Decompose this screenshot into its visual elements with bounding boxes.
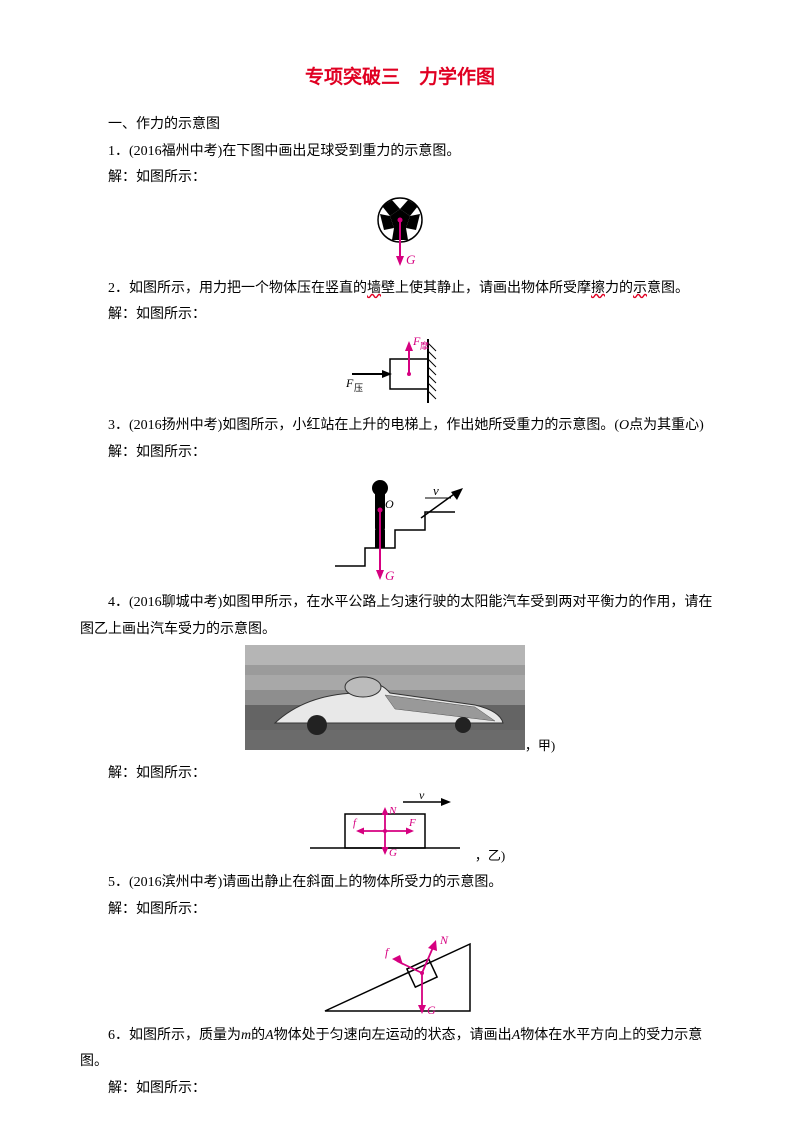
q2-text: 2．如图所示，用力把一个物体压在竖直的墙壁上使其静止，请画出物体所受摩擦力的示意… — [80, 276, 720, 303]
q4-caption-2: ，乙) — [475, 844, 505, 869]
q3-answer: 解：如图所示： — [80, 440, 720, 467]
q4-diagram: v N G f F ，乙) — [80, 790, 720, 869]
q3-text: 3．(2016扬州中考)如图所示，小红站在上升的电梯上，作出她所受重力的示意图。… — [80, 413, 720, 440]
svg-text:N: N — [388, 805, 397, 817]
q2-diagram: F 摩 F 压 — [80, 331, 720, 411]
q4-answer: 解：如图所示： — [80, 761, 720, 788]
q4-caption-1: ，甲) — [525, 734, 555, 759]
svg-text:O: O — [385, 497, 394, 511]
q2-answer: 解：如图所示： — [80, 302, 720, 329]
wall-friction-icon: F 摩 F 压 — [330, 331, 470, 411]
q5-text: 5．(2016滨州中考)请画出静止在斜面上的物体所受力的示意图。 — [80, 870, 720, 897]
svg-text:F: F — [408, 817, 416, 829]
q4-text: 4．(2016聊城中考)如图甲所示，在水平公路上匀速行驶的太阳能汽车受到两对平衡… — [80, 590, 720, 643]
q6-text: 6．如图所示，质量为m的A物体处于匀速向左运动的状态，请画出A物体在水平方向上的… — [80, 1023, 720, 1076]
svg-text:v: v — [419, 790, 425, 802]
svg-text:G: G — [406, 252, 416, 267]
q3-diagram: v O G — [80, 468, 720, 588]
page-title: 专项突破三 力学作图 — [80, 60, 720, 96]
svg-text:摩: 摩 — [420, 340, 429, 351]
q1-text: 1．(2016福州中考)在下图中画出足球受到重力的示意图。 — [80, 139, 720, 166]
solar-car-photo — [245, 645, 525, 750]
svg-text:G: G — [385, 568, 395, 583]
q1-answer: 解：如图所示： — [80, 165, 720, 192]
q1-diagram: G — [80, 194, 720, 274]
svg-text:f: f — [353, 817, 358, 829]
q5-diagram: N f G — [80, 926, 720, 1021]
svg-text:压: 压 — [354, 383, 363, 393]
svg-text:G: G — [389, 847, 397, 859]
q6-answer: 解：如图所示： — [80, 1076, 720, 1103]
page: 专项突破三 力学作图 一、作力的示意图 1．(2016福州中考)在下图中画出足球… — [0, 0, 800, 1142]
svg-text:F: F — [345, 376, 354, 390]
incline-forces-icon: N f G — [315, 926, 485, 1021]
svg-text:N: N — [439, 933, 449, 947]
section-heading-1: 一、作力的示意图 — [80, 112, 720, 139]
escalator-icon: v O G — [325, 468, 475, 588]
q5-answer: 解：如图所示： — [80, 897, 720, 924]
q4-photo: ，甲) — [80, 645, 720, 759]
soccer-ball-icon: G — [370, 194, 430, 274]
car-forces-icon: v N G f F — [295, 790, 475, 860]
svg-text:f: f — [385, 945, 390, 959]
svg-text:v: v — [433, 483, 439, 498]
svg-text:G: G — [427, 1003, 436, 1017]
